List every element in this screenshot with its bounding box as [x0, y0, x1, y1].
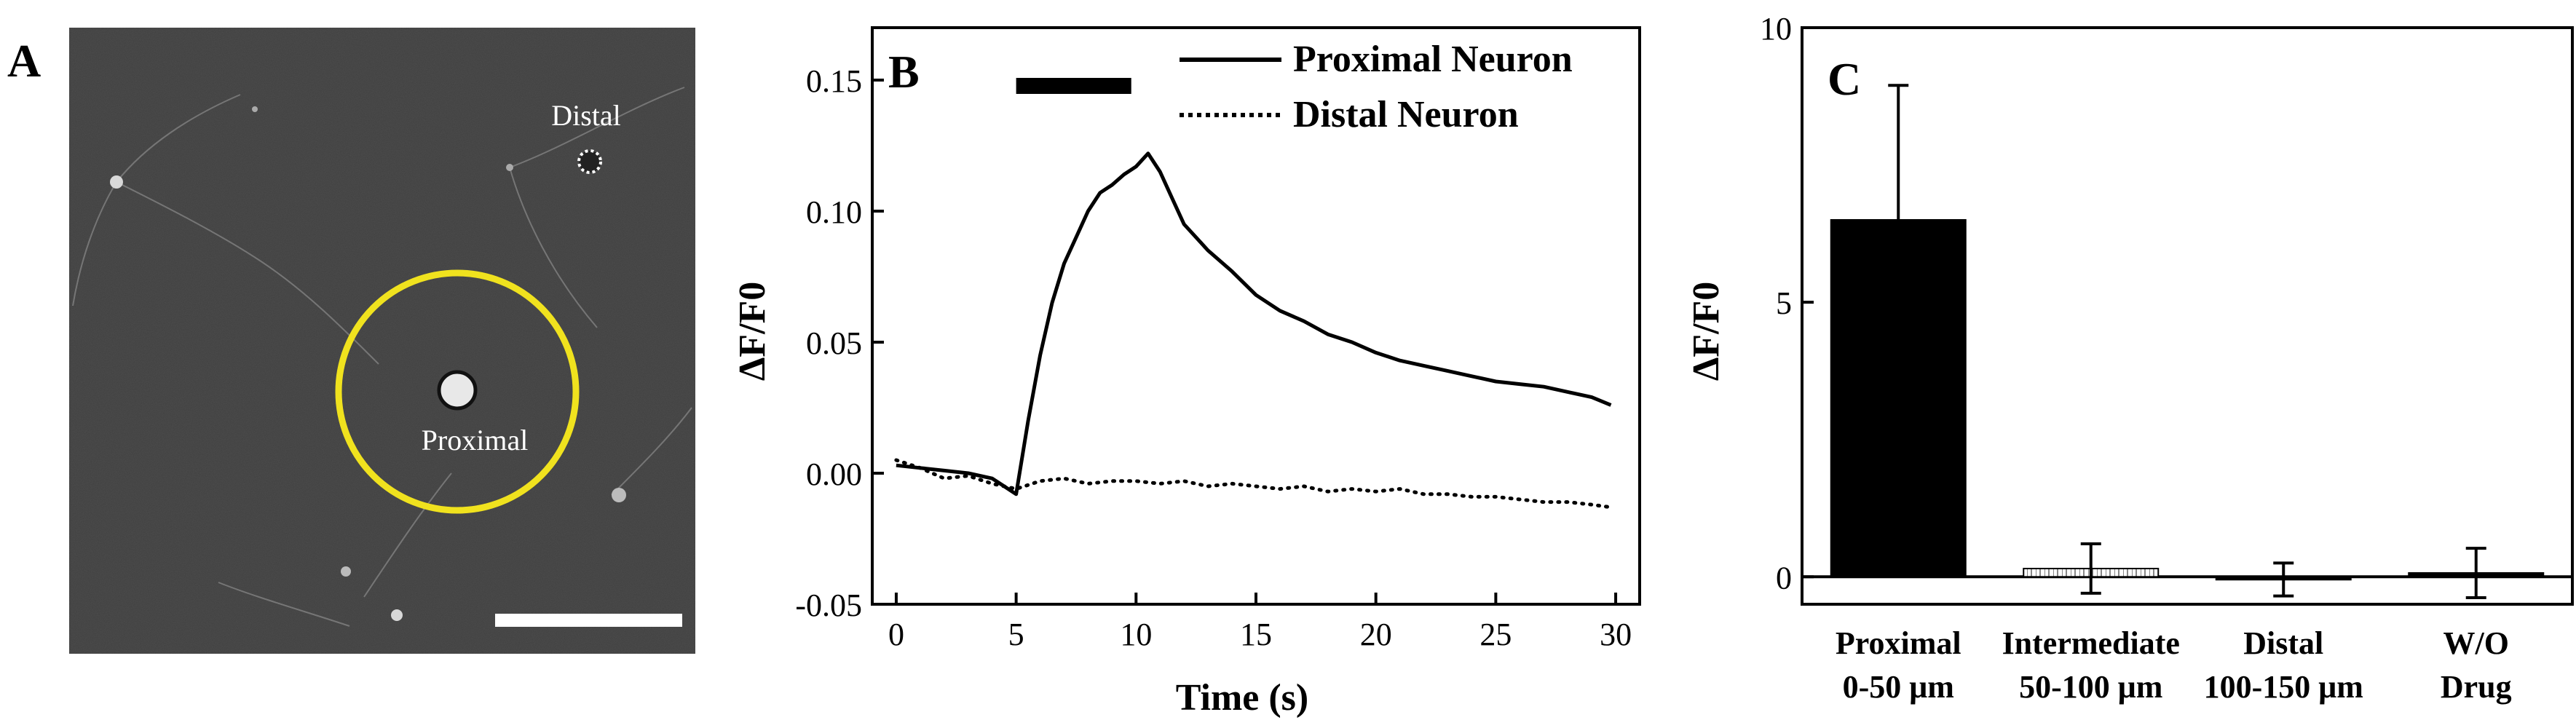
category-label: Proximal	[1836, 625, 1961, 661]
proximal-region-ring	[335, 269, 580, 514]
panel-a: A	[7, 28, 695, 654]
plot-c-y-tick-label: 5	[1776, 285, 1792, 321]
proximal-neuron-marker	[437, 370, 478, 411]
plot-b-y-axis: -0.05 0.00 0.05 0.10 0.15	[795, 63, 884, 623]
plot-b-x-tick-label: 5	[1008, 617, 1024, 652]
stimulus-bar	[1016, 78, 1131, 94]
plot-b-y-tick-label: 0.00	[806, 456, 862, 492]
neurites	[72, 87, 692, 627]
micrograph-noise	[69, 28, 695, 654]
panel-c: C 0 5 10 ΔF/F0 Proximal 0-50 μm Intermediate…	[1686, 11, 2574, 705]
plot-b-y-tick-label: 0.15	[806, 63, 862, 99]
plot-b-x-tick-label: 15	[1240, 617, 1272, 652]
panel-c-letter: C	[1828, 53, 1861, 105]
plot-b-y-tick-label: -0.05	[795, 587, 862, 623]
cell-bodies	[110, 106, 626, 621]
plot-b-x-tick-label: 30	[1600, 617, 1632, 652]
plot-b-x-tick-label: 10	[1120, 617, 1152, 652]
panel-a-letter: A	[7, 35, 41, 87]
plot-c-frame	[1801, 26, 2574, 606]
plot-b-x-tick-label: 25	[1479, 617, 1512, 652]
category-label: 0-50 μm	[1843, 669, 1954, 705]
plot-b-y-label: ΔF/F0	[732, 282, 773, 381]
panel-b: B -0.05 0.00 0.05 0.10 0.15 0 5 10 15 20 25 30 ΔF/…	[732, 26, 1641, 719]
series-proximal-line	[896, 151, 1612, 496]
category-label: Distal	[2243, 625, 2323, 661]
series-distal-line	[894, 458, 1613, 510]
micrograph: Distal Proximal	[69, 28, 695, 654]
plot-b-legend: Proximal Neuron Distal Neuron	[1180, 39, 1573, 135]
plot-b-y-tick-label: 0.05	[806, 325, 862, 361]
category-label: Drug	[2441, 669, 2512, 705]
category-label: Intermediate	[2002, 625, 2180, 661]
plot-c-y-axis: 0 5 10	[1760, 11, 1814, 596]
plot-c-categories: Proximal 0-50 μm Intermediate 50-100 μm Dist…	[1836, 625, 2512, 705]
proximal-label: Proximal	[422, 424, 529, 456]
plot-b-x-tick-label: 20	[1360, 617, 1392, 652]
distal-neuron-marker	[577, 149, 602, 174]
plot-c-y-tick-label: 10	[1760, 11, 1792, 47]
plot-c-bars	[1830, 84, 2545, 599]
category-label: W/O	[2443, 625, 2509, 661]
plot-b-frame	[871, 26, 1641, 606]
plot-b-series	[894, 151, 1613, 510]
distal-label: Distal	[551, 99, 621, 132]
legend-proximal-label: Proximal Neuron	[1293, 39, 1573, 80]
category-label: 100-150 μm	[2204, 669, 2363, 705]
plot-b-x-axis: 0 5 10 15 20 25 30	[888, 593, 1632, 652]
category-label: 50-100 μm	[2019, 669, 2162, 705]
plot-b-x-tick-label: 0	[888, 617, 904, 652]
panel-b-letter: B	[888, 46, 920, 98]
plot-c-y-tick-label: 0	[1776, 560, 1792, 596]
plot-b-x-label: Time (s)	[1176, 677, 1308, 719]
plot-b-y-tick-label: 0.10	[806, 194, 862, 230]
scale-bar	[495, 614, 682, 627]
plot-c-y-label: ΔF/F0	[1686, 282, 1727, 381]
legend-distal-label: Distal Neuron	[1293, 94, 1519, 135]
